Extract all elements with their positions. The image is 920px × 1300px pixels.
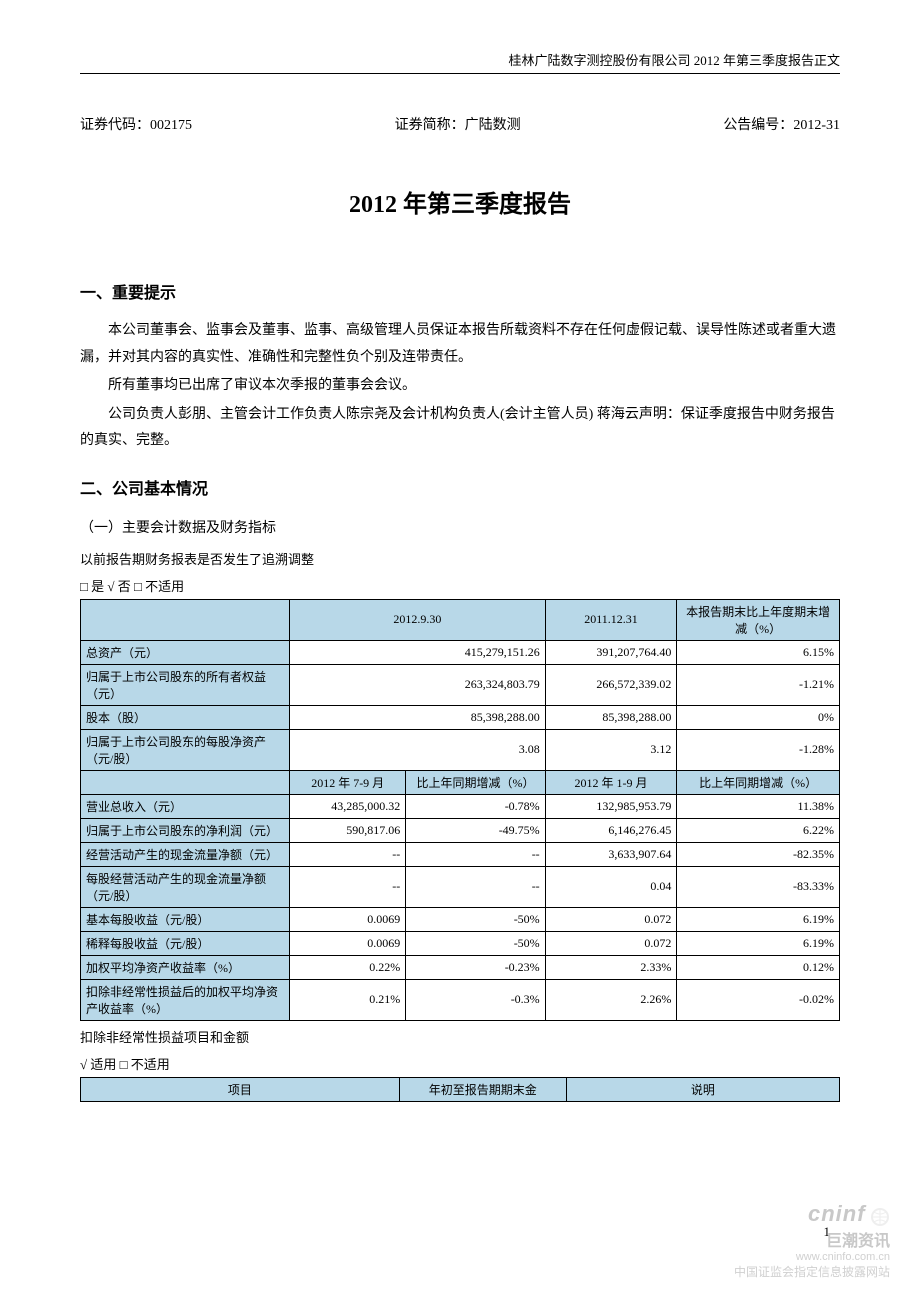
table-row: 归属于上市公司股东的所有者权益（元） 263,324,803.79 266,57… [81, 664, 840, 705]
document-title: 2012 年第三季度报告 [80, 184, 840, 219]
table-row: 归属于上市公司股东的每股净资产（元/股） 3.08 3.12 -1.28% [81, 729, 840, 770]
financial-table-1: 2012.9.30 2011.12.31 本报告期末比上年度期末增减（%） 总资… [80, 599, 840, 1021]
section-2-sub: （一）主要会计数据及财务指标 [80, 517, 840, 537]
table-row: 加权平均净资产收益率（%） 0.22% -0.23% 2.33% 0.12% [81, 955, 840, 979]
paragraph-3: 公司负责人彭朋、主管会计工作负责人陈宗尧及会计机构负责人(会计主管人员) 蒋海云… [80, 402, 840, 455]
table-row: 经营活动产生的现金流量净额（元） -- -- 3,633,907.64 -82.… [81, 842, 840, 866]
col-2012-9: 2012.9.30 [290, 599, 546, 640]
exclude-question: 扣除非经常性损益项目和金额 [80, 1027, 840, 1046]
col-2011-12: 2011.12.31 [545, 599, 677, 640]
table2-header-row: 项目 年初至报告期期末金 说明 [81, 1077, 840, 1101]
exclude-answer: √ 适用 □ 不适用 [80, 1054, 840, 1073]
table1-header-row: 2012.9.30 2011.12.31 本报告期末比上年度期末增减（%） [81, 599, 840, 640]
table-row: 归属于上市公司股东的净利润（元） 590,817.06 -49.75% 6,14… [81, 818, 840, 842]
col-change: 本报告期末比上年度期末增减（%） [677, 599, 840, 640]
notice-number: 公告编号：2012-31 [723, 114, 840, 134]
table-row: 总资产（元） 415,279,151.26 391,207,764.40 6.1… [81, 640, 840, 664]
table1-header-row-2: 2012 年 7-9 月 比上年同期增减（%） 2012 年 1-9 月 比上年… [81, 770, 840, 794]
watermark-url: www.cninfo.com.cn [734, 1251, 890, 1263]
section-1-heading: 一、重要提示 [80, 279, 840, 303]
retro-answer: □ 是 √ 否 □ 不适用 [80, 576, 840, 595]
financial-table-2: 项目 年初至报告期期末金 说明 [80, 1077, 840, 1102]
retro-question: 以前报告期财务报表是否发生了追溯调整 [80, 549, 840, 568]
paragraph-1: 本公司董事会、监事会及董事、监事、高级管理人员保证本报告所载资料不存在任何虚假记… [80, 318, 840, 371]
section-2-heading: 二、公司基本情况 [80, 475, 840, 499]
table-row: 股本（股） 85,398,288.00 85,398,288.00 0% [81, 705, 840, 729]
security-short: 证券简称：广陆数测 [395, 114, 521, 134]
document-page: 桂林广陆数字测控股份有限公司 2012 年第三季度报告正文 证券代码：00217… [0, 0, 920, 1142]
watermark-cn: 巨潮资讯 [734, 1227, 890, 1251]
meta-row: 证券代码：002175 证券简称：广陆数测 公告编号：2012-31 [80, 114, 840, 134]
running-head: 桂林广陆数字测控股份有限公司 2012 年第三季度报告正文 [80, 50, 840, 74]
paragraph-2: 所有董事均已出席了审议本次季报的董事会会议。 [80, 373, 840, 400]
watermark-logo-text: cninf [808, 1201, 866, 1226]
table-row: 稀释每股收益（元/股） 0.0069 -50% 0.072 6.19% [81, 931, 840, 955]
watermark: cninf 巨潮资讯 www.cninfo.com.cn 中国证监会指定信息披露… [734, 1201, 890, 1280]
watermark-sub: 中国证监会指定信息披露网站 [734, 1263, 890, 1280]
table-row: 扣除非经常性损益后的加权平均净资产收益率（%） 0.21% -0.3% 2.26… [81, 979, 840, 1020]
security-code: 证券代码：002175 [80, 114, 192, 134]
table-row: 营业总收入（元） 43,285,000.32 -0.78% 132,985,95… [81, 794, 840, 818]
table-row: 基本每股收益（元/股） 0.0069 -50% 0.072 6.19% [81, 907, 840, 931]
table-row: 每股经营活动产生的现金流量净额（元/股） -- -- 0.04 -83.33% [81, 866, 840, 907]
globe-icon [870, 1207, 890, 1227]
